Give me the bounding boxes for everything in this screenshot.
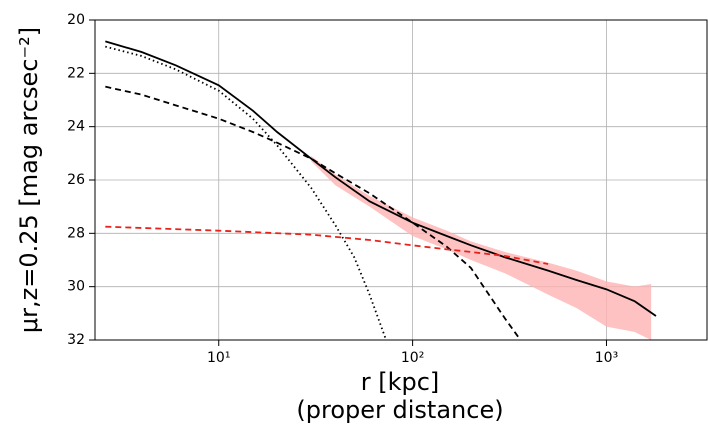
- y-tick-label: 20: [67, 12, 85, 28]
- x-axis-label: r [kpc]: [361, 368, 440, 396]
- plot-frame: [94, 19, 708, 341]
- series-line: [105, 40, 657, 317]
- x-tick-label: 10²: [401, 350, 424, 366]
- series-line: [105, 85, 522, 340]
- y-tick-label: 32: [67, 332, 85, 348]
- y-tick-label: 24: [67, 119, 85, 135]
- x-axis-sublabel: (proper distance): [296, 396, 503, 424]
- y-tick-label: 26: [67, 172, 85, 188]
- y-axis-label: μr,z=0.25 [mag arcsec⁻²]: [15, 27, 43, 333]
- series-line: [105, 45, 387, 340]
- series-line: [105, 225, 549, 265]
- y-tick-label: 22: [67, 65, 85, 81]
- y-tick-label: 28: [67, 225, 85, 241]
- x-tick-label: 10¹: [207, 350, 230, 366]
- x-tick-label: 10³: [595, 350, 618, 366]
- y-tick-label: 30: [67, 279, 85, 295]
